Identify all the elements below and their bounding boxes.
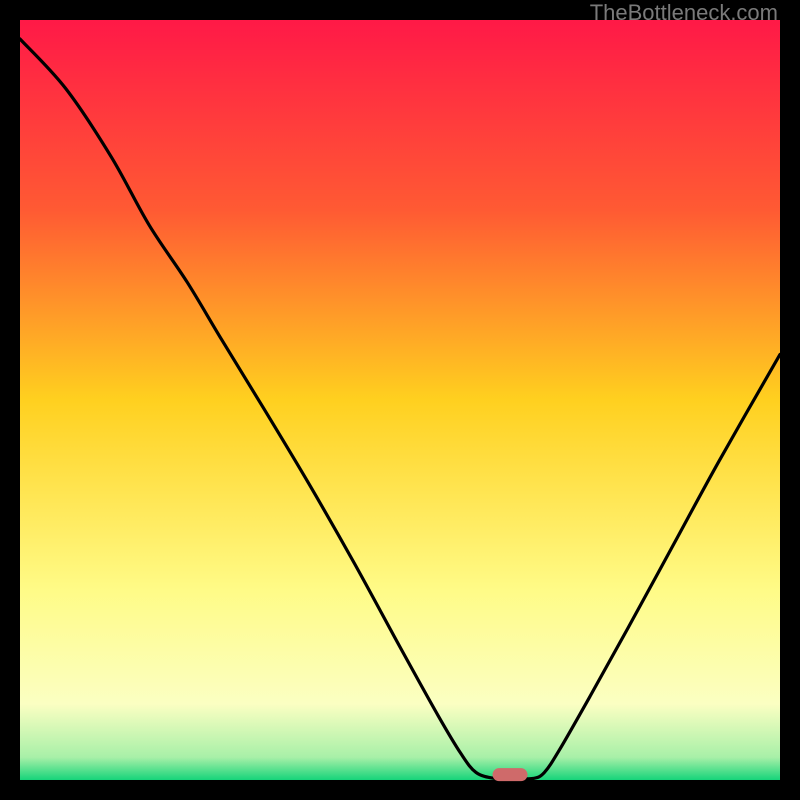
curve-layer	[20, 20, 780, 780]
attribution-text: TheBottleneck.com	[590, 0, 778, 26]
plot-area	[20, 20, 780, 780]
optimal-marker	[493, 768, 528, 782]
chart-canvas: TheBottleneck.com	[0, 0, 800, 800]
bottleneck-curve	[20, 39, 780, 779]
